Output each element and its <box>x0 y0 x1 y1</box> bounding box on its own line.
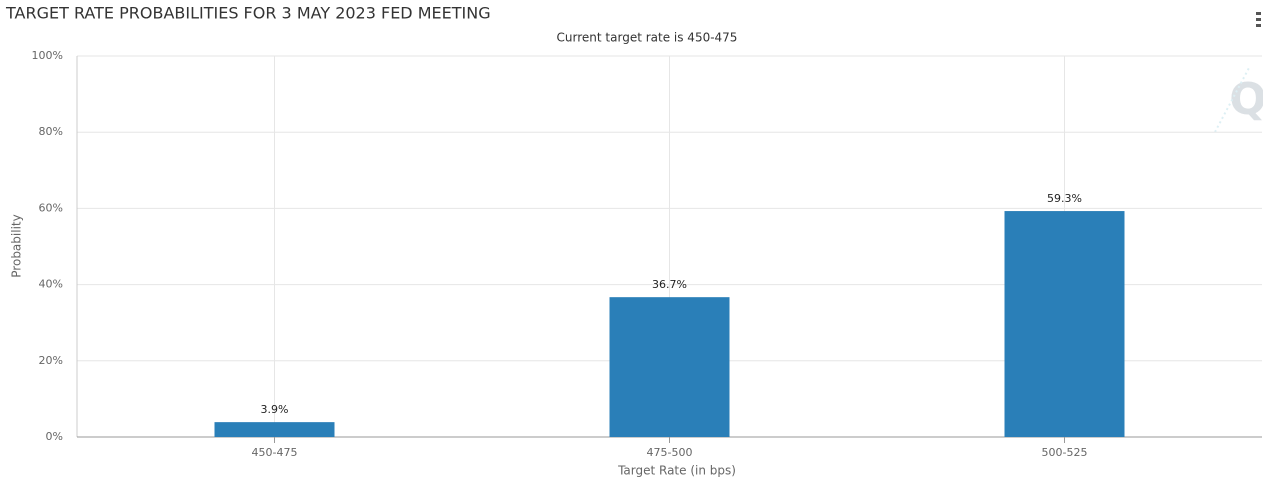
menu-bar[interactable] <box>1256 24 1261 27</box>
bar <box>1004 211 1125 437</box>
bar <box>214 422 335 437</box>
chart-title: TARGET RATE PROBABILITIES FOR 3 MAY 2023… <box>5 4 491 23</box>
watermark: Q <box>1214 65 1263 133</box>
x-axis-title: Target Rate (in bps) <box>617 464 736 478</box>
data-label: 36.7% <box>652 278 687 291</box>
y-tick-label: 60% <box>39 201 63 214</box>
menu-bar[interactable] <box>1256 18 1261 21</box>
menu-icon[interactable] <box>1256 12 1261 27</box>
y-tick-label: 0% <box>46 430 63 443</box>
x-tick-label: 500-525 <box>1042 446 1088 459</box>
x-tick-label: 475-500 <box>647 446 693 459</box>
data-label: 3.9% <box>261 403 289 416</box>
y-tick-label: 100% <box>32 49 63 62</box>
y-axis-title: Probability <box>10 214 24 277</box>
y-tick-label: 20% <box>39 354 63 367</box>
y-tick-label: 80% <box>39 125 63 138</box>
y-tick-label: 40% <box>39 278 63 291</box>
watermark-logo: Q <box>1229 74 1263 125</box>
chart-subtitle: Current target rate is 450-475 <box>557 31 738 45</box>
menu-bar[interactable] <box>1256 12 1261 15</box>
bar <box>609 297 730 437</box>
data-label: 59.3% <box>1047 192 1082 205</box>
x-tick-label: 450-475 <box>252 446 298 459</box>
